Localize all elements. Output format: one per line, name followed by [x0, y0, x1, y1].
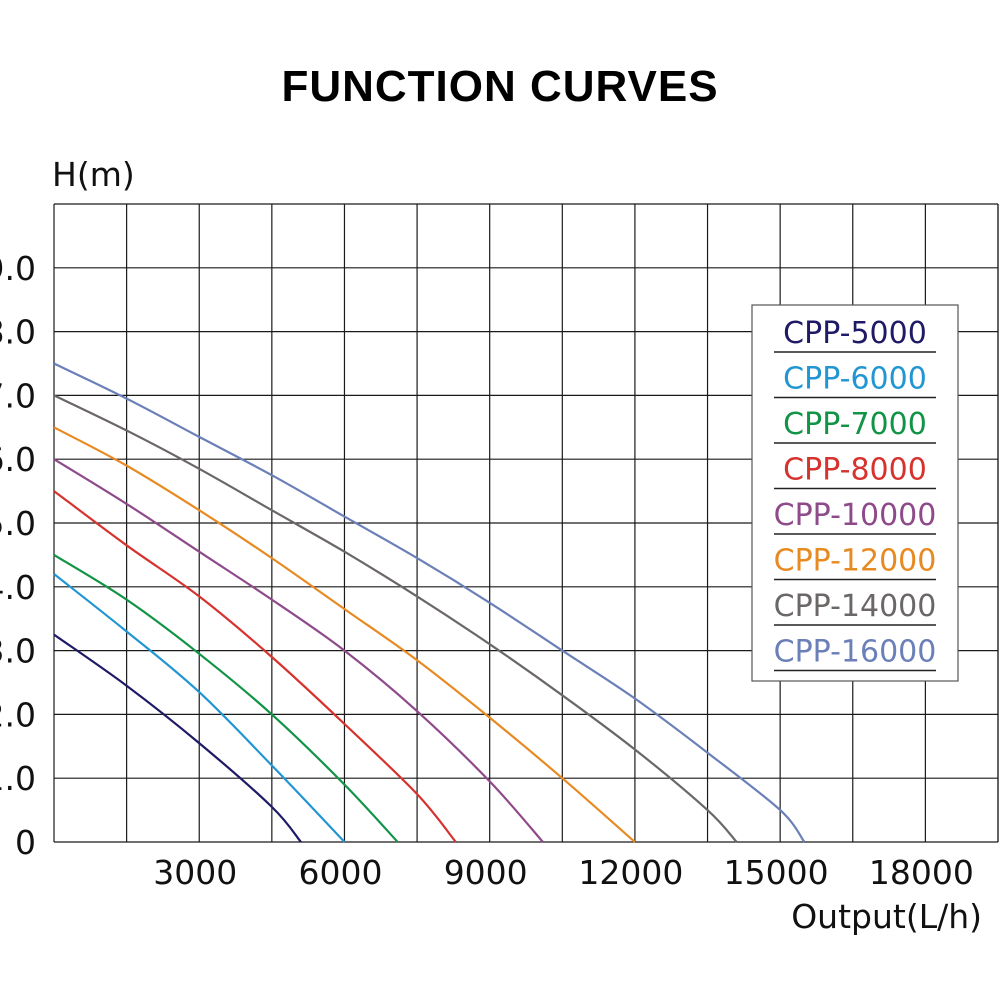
chart-title: FUNCTION CURVES: [281, 62, 719, 111]
series-line-cpp-5000: [53, 633, 302, 843]
y-tick-label: 0: [15, 823, 36, 862]
x-tick-label: 15000: [724, 853, 829, 892]
x-tick-label: 12000: [578, 853, 683, 892]
x-tick-labels: 3000 6000 9000 12000 15000 18000: [153, 853, 974, 892]
y-tick-label: 8.0: [0, 313, 36, 352]
x-tick-label: 18000: [869, 853, 974, 892]
legend: CPP-5000 CPP-6000 CPP-7000 CPP-8000 CPP-1000…: [751, 304, 959, 682]
legend-entry: CPP-16000: [774, 635, 937, 670]
y-tick-label: 2.0: [0, 695, 36, 734]
y-tick-label: 3.0: [0, 632, 36, 671]
legend-entry: CPP-12000: [774, 544, 937, 579]
x-axis-label: Output(L/h): [791, 897, 982, 936]
legend-entry: CPP-6000: [783, 362, 927, 397]
series-line-cpp-12000: [53, 426, 636, 843]
series-line-cpp-10000: [53, 458, 544, 843]
legend-entry: CPP-14000: [774, 589, 937, 624]
legend-box: [751, 304, 959, 682]
y-tick-label: 6.0: [0, 440, 36, 479]
legend-entry: CPP-8000: [783, 453, 927, 488]
series-line-cpp-8000: [53, 490, 457, 843]
curves: [53, 362, 806, 843]
series-line-cpp-7000: [53, 553, 399, 843]
y-tick-label: 4.0: [0, 568, 36, 607]
x-tick-label: 3000: [153, 853, 237, 892]
series-line-cpp-6000: [53, 573, 346, 843]
y-tick-label: 7.0: [0, 376, 36, 415]
y-tick-labels: 0 1.0 2.0 3.0 4.0 5.0 6.0 7.0 8.0 9.0: [0, 249, 36, 862]
x-tick-label: 6000: [298, 853, 382, 892]
x-tick-label: 9000: [444, 853, 528, 892]
legend-entry: CPP-7000: [783, 407, 927, 442]
series-line-cpp-14000: [53, 394, 738, 843]
legend-entry: CPP-5000: [783, 316, 927, 351]
y-tick-label: 1.0: [0, 759, 36, 798]
series-line-cpp-16000: [53, 362, 806, 843]
y-tick-label: 9.0: [0, 249, 36, 288]
legend-entry: CPP-10000: [774, 498, 937, 533]
y-tick-label: 5.0: [0, 504, 36, 543]
y-axis-label: H(m): [52, 155, 135, 194]
